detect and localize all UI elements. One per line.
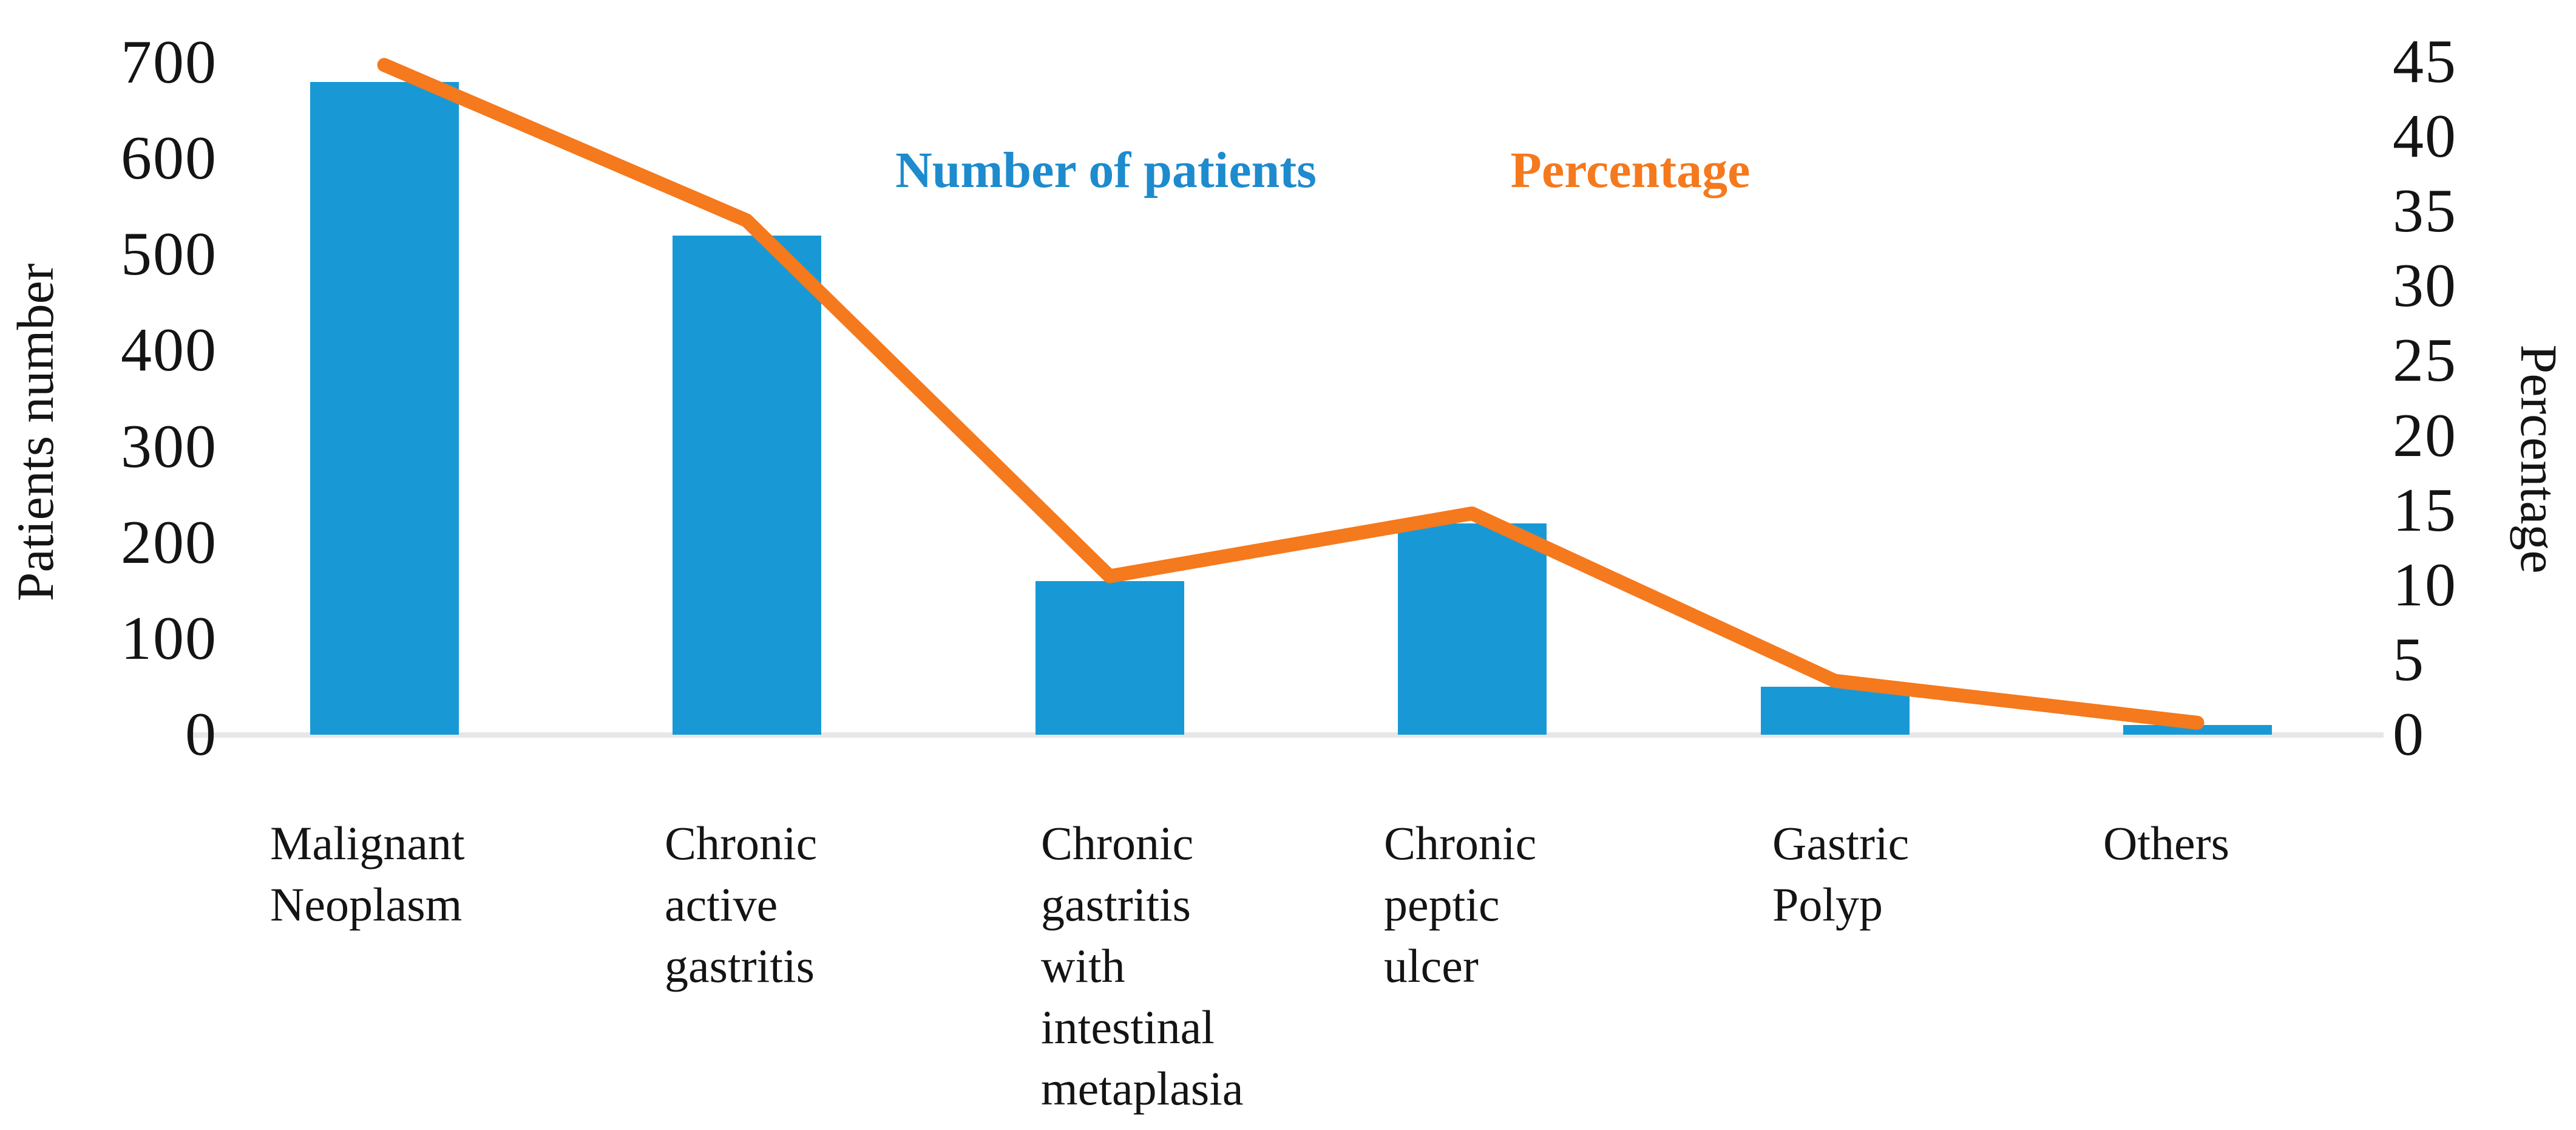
left-axis-tick-700: 700 bbox=[121, 28, 217, 97]
category-label-line: metaplasia bbox=[1041, 1062, 1244, 1115]
category-label-line: peptic bbox=[1384, 878, 1500, 931]
category-label-line: gastritis bbox=[1041, 878, 1191, 931]
left-axis-tick-500: 500 bbox=[121, 220, 217, 289]
legend-percentage: Percentage bbox=[1510, 142, 1751, 199]
category-label-line: Others bbox=[2103, 817, 2229, 870]
right-axis-tick-35: 35 bbox=[2393, 177, 2457, 246]
category-label-line: with bbox=[1041, 939, 1125, 992]
category-label-line: intestinal bbox=[1041, 1001, 1215, 1053]
category-label-3: Chronic peptic ulcer bbox=[1384, 812, 1536, 996]
left-axis-tick-400: 400 bbox=[121, 316, 217, 385]
percentage-line bbox=[377, 58, 2205, 730]
bar-2 bbox=[1035, 580, 1184, 735]
right-axis-title: Percentage bbox=[2510, 344, 2568, 574]
bar-4 bbox=[1760, 686, 1910, 735]
category-label-line: Gastric bbox=[1772, 817, 1910, 870]
left-axis-tick-600: 600 bbox=[121, 124, 217, 193]
category-label-line: gastritis bbox=[665, 939, 815, 992]
bar-5 bbox=[2123, 725, 2272, 735]
right-axis-tick-45: 45 bbox=[2393, 27, 2457, 96]
category-label-line: Chronic bbox=[1041, 817, 1194, 870]
category-label-line: Polyp bbox=[1772, 878, 1883, 931]
category-label-2: Chronic gastritis with intestinal metaplasia bbox=[1041, 812, 1244, 1119]
category-label-0: Malignant Neoplasm bbox=[270, 812, 465, 935]
left-axis-tick-300: 300 bbox=[121, 412, 217, 481]
right-axis-tick-0: 0 bbox=[2393, 700, 2425, 769]
category-label-line: Neoplasm bbox=[270, 878, 463, 931]
left-axis-tick-0: 0 bbox=[185, 700, 217, 769]
right-axis-tick-30: 30 bbox=[2393, 251, 2457, 321]
right-axis-tick-5: 5 bbox=[2393, 625, 2425, 694]
right-axis-tick-15: 15 bbox=[2393, 475, 2457, 545]
category-label-line: Chronic bbox=[1384, 817, 1537, 870]
bar-3 bbox=[1397, 523, 1547, 735]
category-label-line: Chronic bbox=[665, 817, 818, 870]
bar-0 bbox=[310, 81, 459, 735]
right-axis-tick-40: 40 bbox=[2393, 102, 2457, 171]
right-axis-tick-10: 10 bbox=[2393, 550, 2457, 619]
x-axis-line bbox=[191, 732, 2384, 738]
left-axis-tick-100: 100 bbox=[121, 604, 217, 673]
category-label-4: Gastric Polyp bbox=[1772, 812, 1909, 935]
left-axis-tick-200: 200 bbox=[121, 508, 217, 577]
category-label-line: Malignant bbox=[270, 817, 465, 870]
category-label-line: ulcer bbox=[1384, 939, 1479, 992]
category-label-5: Others bbox=[2103, 812, 2229, 874]
legend-number-of-patients: Number of patients bbox=[895, 142, 1317, 199]
bar-1 bbox=[672, 235, 821, 735]
right-axis-tick-20: 20 bbox=[2393, 401, 2457, 470]
category-label-line: active bbox=[665, 878, 778, 931]
category-label-1: Chronic active gastritis bbox=[665, 812, 817, 996]
right-axis-tick-25: 25 bbox=[2393, 326, 2457, 395]
